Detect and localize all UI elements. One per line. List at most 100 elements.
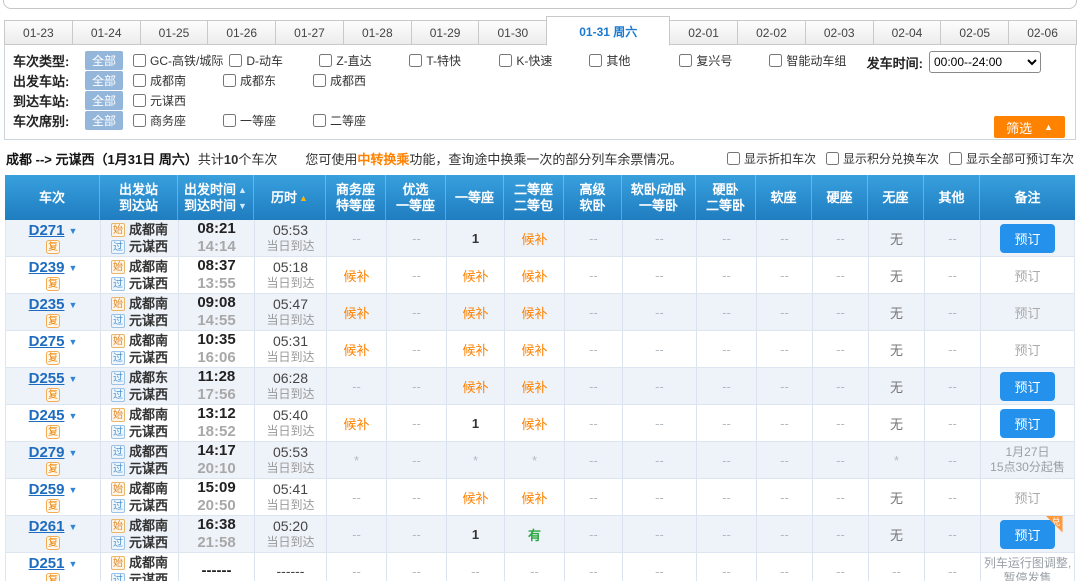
filter-option[interactable]: 成都西 [313, 72, 397, 89]
train-expand-icon[interactable]: ▼ [68, 336, 78, 347]
seat-cell: 1 [447, 516, 505, 552]
filter-option[interactable]: GC-高铁/城际 [133, 52, 223, 69]
header-text: 到达时间 [184, 197, 237, 213]
filter-option[interactable]: 成都南 [133, 72, 217, 89]
date-tab[interactable]: 02-05 [940, 20, 1010, 45]
filter-option[interactable]: 其他 [589, 52, 673, 69]
date-tab[interactable]: 02-03 [804, 20, 874, 45]
date-tab[interactable]: 01-24 [71, 20, 141, 45]
seat-cell: 候补 [327, 331, 387, 367]
display-toggle-checkbox[interactable] [825, 152, 839, 165]
train-expand-icon[interactable]: ▼ [68, 410, 78, 421]
filter-checkbox[interactable] [133, 93, 147, 107]
filter-option[interactable]: 二等座 [313, 112, 397, 129]
filter-checkbox[interactable] [133, 73, 147, 87]
filter-checkbox[interactable] [319, 53, 333, 67]
book-button[interactable]: 预订 [1000, 223, 1055, 253]
filter-option[interactable]: 一等座 [223, 112, 307, 129]
train-number-link[interactable]: D245 [28, 407, 65, 424]
filter-checkbox[interactable] [499, 53, 513, 67]
date-tab[interactable]: 01-29 [410, 20, 480, 45]
sort-asc-icon[interactable]: ▲ [299, 192, 308, 203]
train-number-link[interactable]: D239 [28, 259, 65, 276]
filter-checkbox[interactable] [133, 113, 147, 127]
header-line: 二等卧 [706, 198, 745, 214]
filter-option[interactable]: 成都东 [223, 72, 307, 89]
date-tab[interactable]: 01-26 [207, 20, 277, 45]
train-expand-icon[interactable]: ▼ [68, 299, 78, 310]
date-tab[interactable]: 02-04 [872, 20, 942, 45]
filter-all-badge[interactable]: 全部 [85, 70, 124, 90]
filter-checkbox[interactable] [589, 53, 603, 67]
train-number-link[interactable]: D271 [28, 222, 65, 239]
book-button[interactable]: 预订 [1000, 408, 1055, 438]
fuxing-badge: 复 [46, 388, 60, 402]
display-toggle-checkbox[interactable] [948, 152, 962, 165]
display-toggle[interactable]: 显示折扣车次 [726, 150, 816, 167]
header-line: 备注 [1014, 190, 1040, 206]
train-number-link[interactable]: D261 [28, 518, 65, 535]
filter-option[interactable]: D-动车 [229, 52, 313, 69]
filter-all-badge[interactable]: 全部 [85, 110, 124, 130]
filter-checkbox[interactable] [409, 53, 423, 67]
train-expand-icon[interactable]: ▼ [68, 484, 78, 495]
filter-option[interactable]: 元谋西 [133, 92, 217, 109]
station-type-badge: 过 [110, 535, 125, 550]
filter-checkbox[interactable] [313, 113, 327, 127]
filter-option[interactable]: K-快速 [499, 52, 583, 69]
filter-option[interactable]: 商务座 [133, 112, 217, 129]
filter-option[interactable]: T-特快 [409, 52, 493, 69]
date-tab[interactable]: 01-25 [139, 20, 209, 45]
date-tab[interactable]: 01-31 周六 [546, 16, 671, 46]
train-number-link[interactable]: D255 [28, 370, 65, 387]
depart-time-select[interactable]: 00:00--24:00 [929, 51, 1041, 73]
date-tab[interactable]: 01-30 [478, 20, 548, 45]
filter-option[interactable]: 智能动车组 [769, 52, 853, 69]
filter-checkbox[interactable] [223, 113, 237, 127]
book-button[interactable]: 预订兑 [1000, 516, 1063, 549]
transfer-link[interactable]: 中转换乘 [357, 152, 410, 167]
display-toggle[interactable]: 显示积分兑换车次 [825, 150, 939, 167]
filter-option[interactable]: 复兴号 [679, 52, 763, 69]
train-number-link[interactable]: D235 [28, 296, 65, 313]
filter-checkbox[interactable] [133, 53, 147, 67]
date-tab[interactable]: 02-01 [669, 20, 739, 45]
sort-asc-icon[interactable]: ▲ [238, 184, 247, 195]
depart-time: ------ [201, 562, 232, 579]
station-type-badge: 过 [110, 370, 125, 385]
train-number-link[interactable]: D251 [28, 555, 65, 572]
duration: 05:53 [272, 222, 309, 238]
sort-desc-icon[interactable]: ▼ [238, 200, 247, 211]
train-expand-icon[interactable]: ▼ [68, 521, 78, 532]
date-tab[interactable]: 02-02 [737, 20, 806, 45]
date-tab[interactable]: 01-27 [275, 20, 344, 45]
date-tab[interactable]: 02-06 [1008, 20, 1077, 45]
filter-checkbox[interactable] [223, 73, 237, 87]
seat-value: -- [722, 452, 731, 468]
train-expand-icon[interactable]: ▼ [68, 225, 78, 236]
display-toggle[interactable]: 显示全部可预订车次 [948, 150, 1074, 167]
train-expand-icon[interactable]: ▼ [68, 558, 78, 569]
depart-station: 始成都南 [110, 554, 168, 571]
train-number-link[interactable]: D279 [28, 444, 65, 461]
filter-checkbox[interactable] [229, 53, 243, 67]
book-button[interactable]: 预订 [1000, 371, 1055, 401]
seat-value: -- [948, 452, 957, 468]
date-tab[interactable]: 01-23 [4, 20, 73, 45]
filter-checkbox[interactable] [679, 53, 693, 67]
filter-all-badge[interactable]: 全部 [85, 50, 124, 70]
filter-checkbox[interactable] [769, 53, 783, 67]
filter-option[interactable]: Z-直达 [319, 52, 403, 69]
train-expand-icon[interactable]: ▼ [68, 262, 78, 273]
header-text: 备注 [1014, 189, 1041, 205]
train-expand-icon[interactable]: ▼ [68, 447, 78, 458]
train-number-link[interactable]: D259 [28, 481, 65, 498]
filter-button[interactable]: 筛选 ▲ [994, 116, 1065, 138]
filter-checkbox[interactable] [313, 73, 327, 87]
filter-all-badge[interactable]: 全部 [85, 90, 124, 110]
display-toggle-checkbox[interactable] [726, 152, 740, 165]
train-number-link[interactable]: D275 [28, 333, 65, 350]
train-expand-icon[interactable]: ▼ [68, 373, 78, 384]
date-tab[interactable]: 01-28 [342, 20, 412, 45]
header-text: 一等卧 [638, 197, 678, 213]
